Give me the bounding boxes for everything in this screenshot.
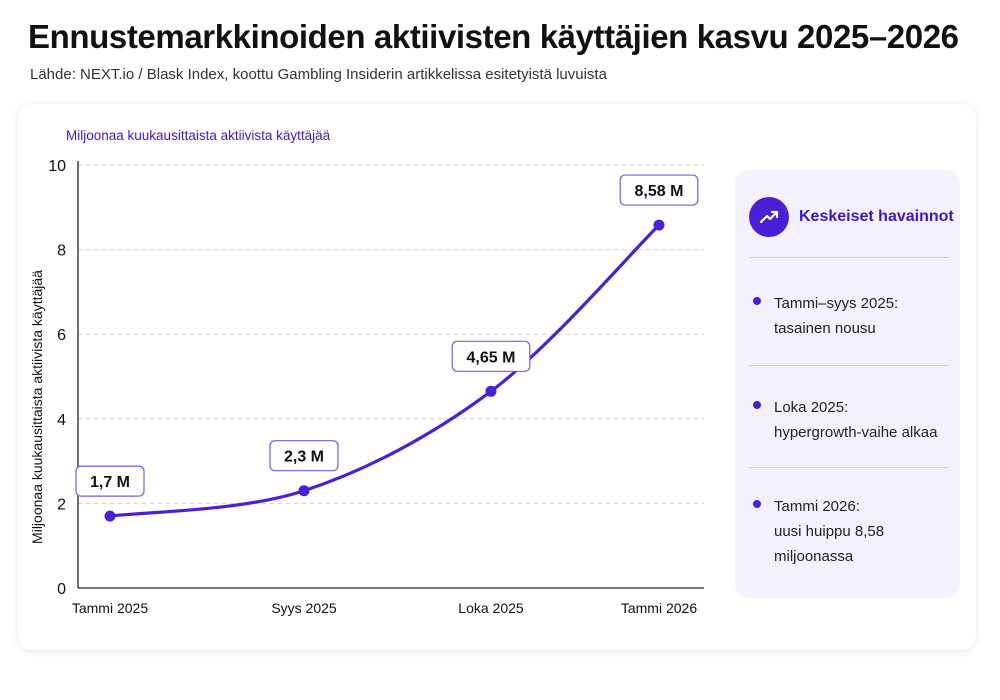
insights-title: Keskeiset havainnot [799,208,954,225]
bullet-dot [753,500,761,508]
data-label-box [619,174,699,206]
trending-up-icon [749,197,789,237]
bullet-dot [753,297,761,305]
data-point [298,485,310,497]
y-tick-label: 4 [57,412,66,429]
y-tick-label: 6 [57,327,66,344]
data-label: 8,58 M [635,183,684,200]
data-label: 1,7 M [90,474,130,491]
y-tick-label: 2 [57,496,66,513]
x-tick-label: Tammi 2025 [72,600,148,616]
x-tick-label: Tammi 2026 [621,600,697,616]
page-title: Ennustemarkkinoiden aktiivisten käyttäji… [28,18,959,55]
insight-text: Tammi–syys 2025: tasainen nousu [774,295,899,337]
data-label-box [75,465,145,497]
chart-unit-caption: Miljoonaa kuukausittaista aktiivista käy… [66,128,331,143]
insights-divider [749,467,949,468]
source-subtitle: Lähde: NEXT.io / Blask Index, koottu Gam… [30,66,607,83]
insight-item: Tammi 2026: uusi huippu 8,58 miljoonassa [753,494,948,569]
series-line [108,223,661,518]
x-tick-label: Syys 2025 [271,600,337,616]
y-tick-label: 8 [57,243,66,260]
data-label: 4,65 M [467,349,516,366]
insight-item: Tammi–syys 2025: tasainen nousu [753,291,948,341]
data-label: 2,3 M [284,449,324,466]
bullet-dot [753,401,761,409]
insight-item: Loka 2025: hypergrowth-vaihe alkaa [753,395,948,445]
insight-text: Loka 2025: hypergrowth-vaihe alkaa [774,399,938,441]
data-point [653,219,665,231]
y-tick-label: 0 [57,581,66,598]
insights-header: Keskeiset havainnot [749,197,954,237]
insights-divider [749,257,949,258]
data-point [485,385,497,397]
data-label-box [451,340,531,372]
data-label-box [269,440,339,472]
y-axis-label: Miljoonaa kuukausittaista aktiivista käy… [29,270,45,544]
insights-panel: Keskeiset havainnot Tammi–syys 2025: tas… [735,170,960,598]
x-tick-label: Loka 2025 [458,600,524,616]
y-tick-label: 10 [48,158,66,175]
data-point [104,510,116,522]
insights-divider [749,365,949,366]
insight-text: Tammi 2026: uusi huippu 8,58 miljoonassa [774,498,885,565]
